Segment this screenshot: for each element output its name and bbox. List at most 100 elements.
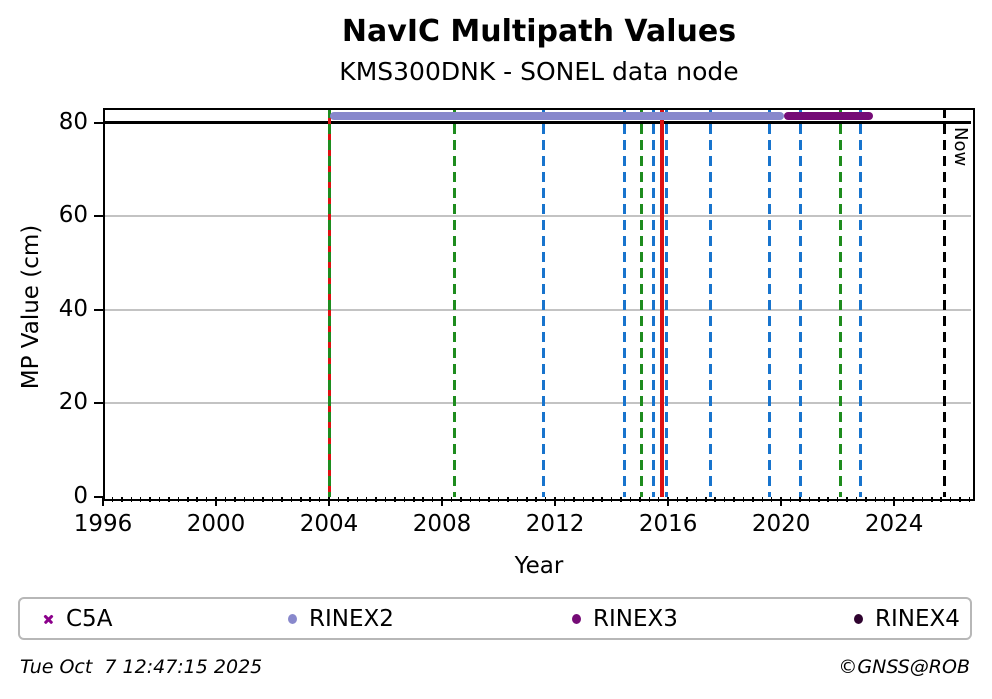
x-major-tick [215,497,218,506]
x-minor-tick [478,497,481,502]
x-minor-tick [177,497,180,502]
x-minor-tick [968,497,971,502]
x-minor-tick [705,497,707,502]
x-tick-label: 1996 [73,511,133,537]
x-minor-tick [714,497,716,502]
legend-item-c5a: C5A [43,599,112,638]
event-line-solid [660,108,665,497]
x-minor-tick [431,497,434,502]
legend-item-rinex2: RINEX2 [288,599,394,638]
event-line-dashed [838,108,842,497]
x-minor-tick [544,497,547,502]
x-minor-tick [262,497,264,502]
chart-title: NavIC Multipath Values [341,14,737,49]
x-minor-tick [252,497,255,502]
x-tick-label: 2004 [299,511,359,537]
x-minor-tick [526,497,528,502]
x-minor-tick [648,497,651,502]
x-minor-tick [601,497,603,502]
event-line-dashed [858,108,862,497]
legend-label: RINEX2 [309,605,394,632]
x-major-tick [893,497,896,506]
event-line-dashed [665,108,669,497]
x-tick-label: 2008 [412,511,472,537]
x-minor-tick [290,497,293,502]
x-minor-tick [563,497,566,502]
event-line-dashed [799,108,803,497]
x-minor-tick [949,497,952,502]
x-minor-tick [356,497,359,502]
x-minor-tick [460,497,462,502]
y-tick [94,215,103,218]
legend-label: RINEX4 [875,605,960,632]
event-line-dashed [639,108,643,497]
x-minor-tick [375,497,377,502]
h-gridline [103,215,971,218]
x-minor-tick [827,497,829,502]
x-minor-tick [902,497,905,502]
event-line-dashed [542,108,546,497]
x-tick-label: 2024 [864,511,924,537]
x-minor-tick [912,497,914,502]
x-minor-tick [808,497,811,502]
x-minor-tick [365,497,368,502]
x-minor-tick [271,497,274,502]
x-minor-tick [921,497,924,502]
dot-marker-icon [288,613,297,624]
y-tick [94,121,103,124]
x-tick-label: 2016 [638,511,698,537]
x-minor-tick [752,497,754,502]
x-minor-tick [874,497,877,502]
rinex3-band [783,111,873,120]
x-marker-icon [43,613,54,624]
y-tick-label: 20 [58,389,88,416]
event-line-dashed [622,108,626,497]
x-minor-tick [281,497,283,502]
x-minor-tick [469,497,472,502]
x-minor-tick [686,497,688,502]
x-minor-tick [865,497,867,502]
legend-item-rinex3: RINEX3 [572,599,678,638]
x-minor-tick [187,497,189,502]
now-label: Now [950,126,971,167]
x-minor-tick [855,497,858,502]
x-major-tick [328,497,331,506]
chart-subtitle: KMS300DNK - SONEL data node [339,57,739,86]
x-minor-tick [168,497,170,502]
x-minor-tick [573,497,575,502]
x-minor-tick [629,497,632,502]
dot-marker-icon [854,613,863,624]
h-gridline [103,308,971,311]
legend: C5A RINEX2 RINEX3 RINEX4 [18,597,972,640]
x-minor-tick [818,497,820,502]
x-minor-tick [130,497,132,502]
x-minor-tick [205,497,208,502]
y-axis-label: MP Value (cm) [18,224,44,390]
x-minor-tick [243,497,246,502]
x-minor-tick [497,497,500,502]
x-minor-tick [224,497,227,502]
legend-label: RINEX3 [593,605,678,632]
y-tick-label: 40 [58,295,88,322]
rinex2-band [329,111,784,120]
x-minor-tick [723,497,726,502]
x-minor-tick [384,497,387,502]
copyright: ©GNSS@ROB [838,656,970,678]
x-major-tick [667,497,670,506]
x-minor-tick [347,497,349,502]
x-minor-tick [657,497,660,502]
x-minor-tick [695,497,698,502]
event-line-dashed [768,108,772,497]
x-minor-tick [836,497,839,502]
x-minor-tick [883,497,886,502]
x-minor-tick [318,497,321,502]
x-major-tick [441,497,444,506]
x-major-tick [780,497,783,506]
x-minor-tick [770,497,773,502]
legend-label: C5A [66,605,113,632]
x-minor-tick [516,497,519,502]
x-minor-tick [234,497,236,502]
y-tick-label: 0 [73,483,88,509]
h-gridline [103,402,971,405]
